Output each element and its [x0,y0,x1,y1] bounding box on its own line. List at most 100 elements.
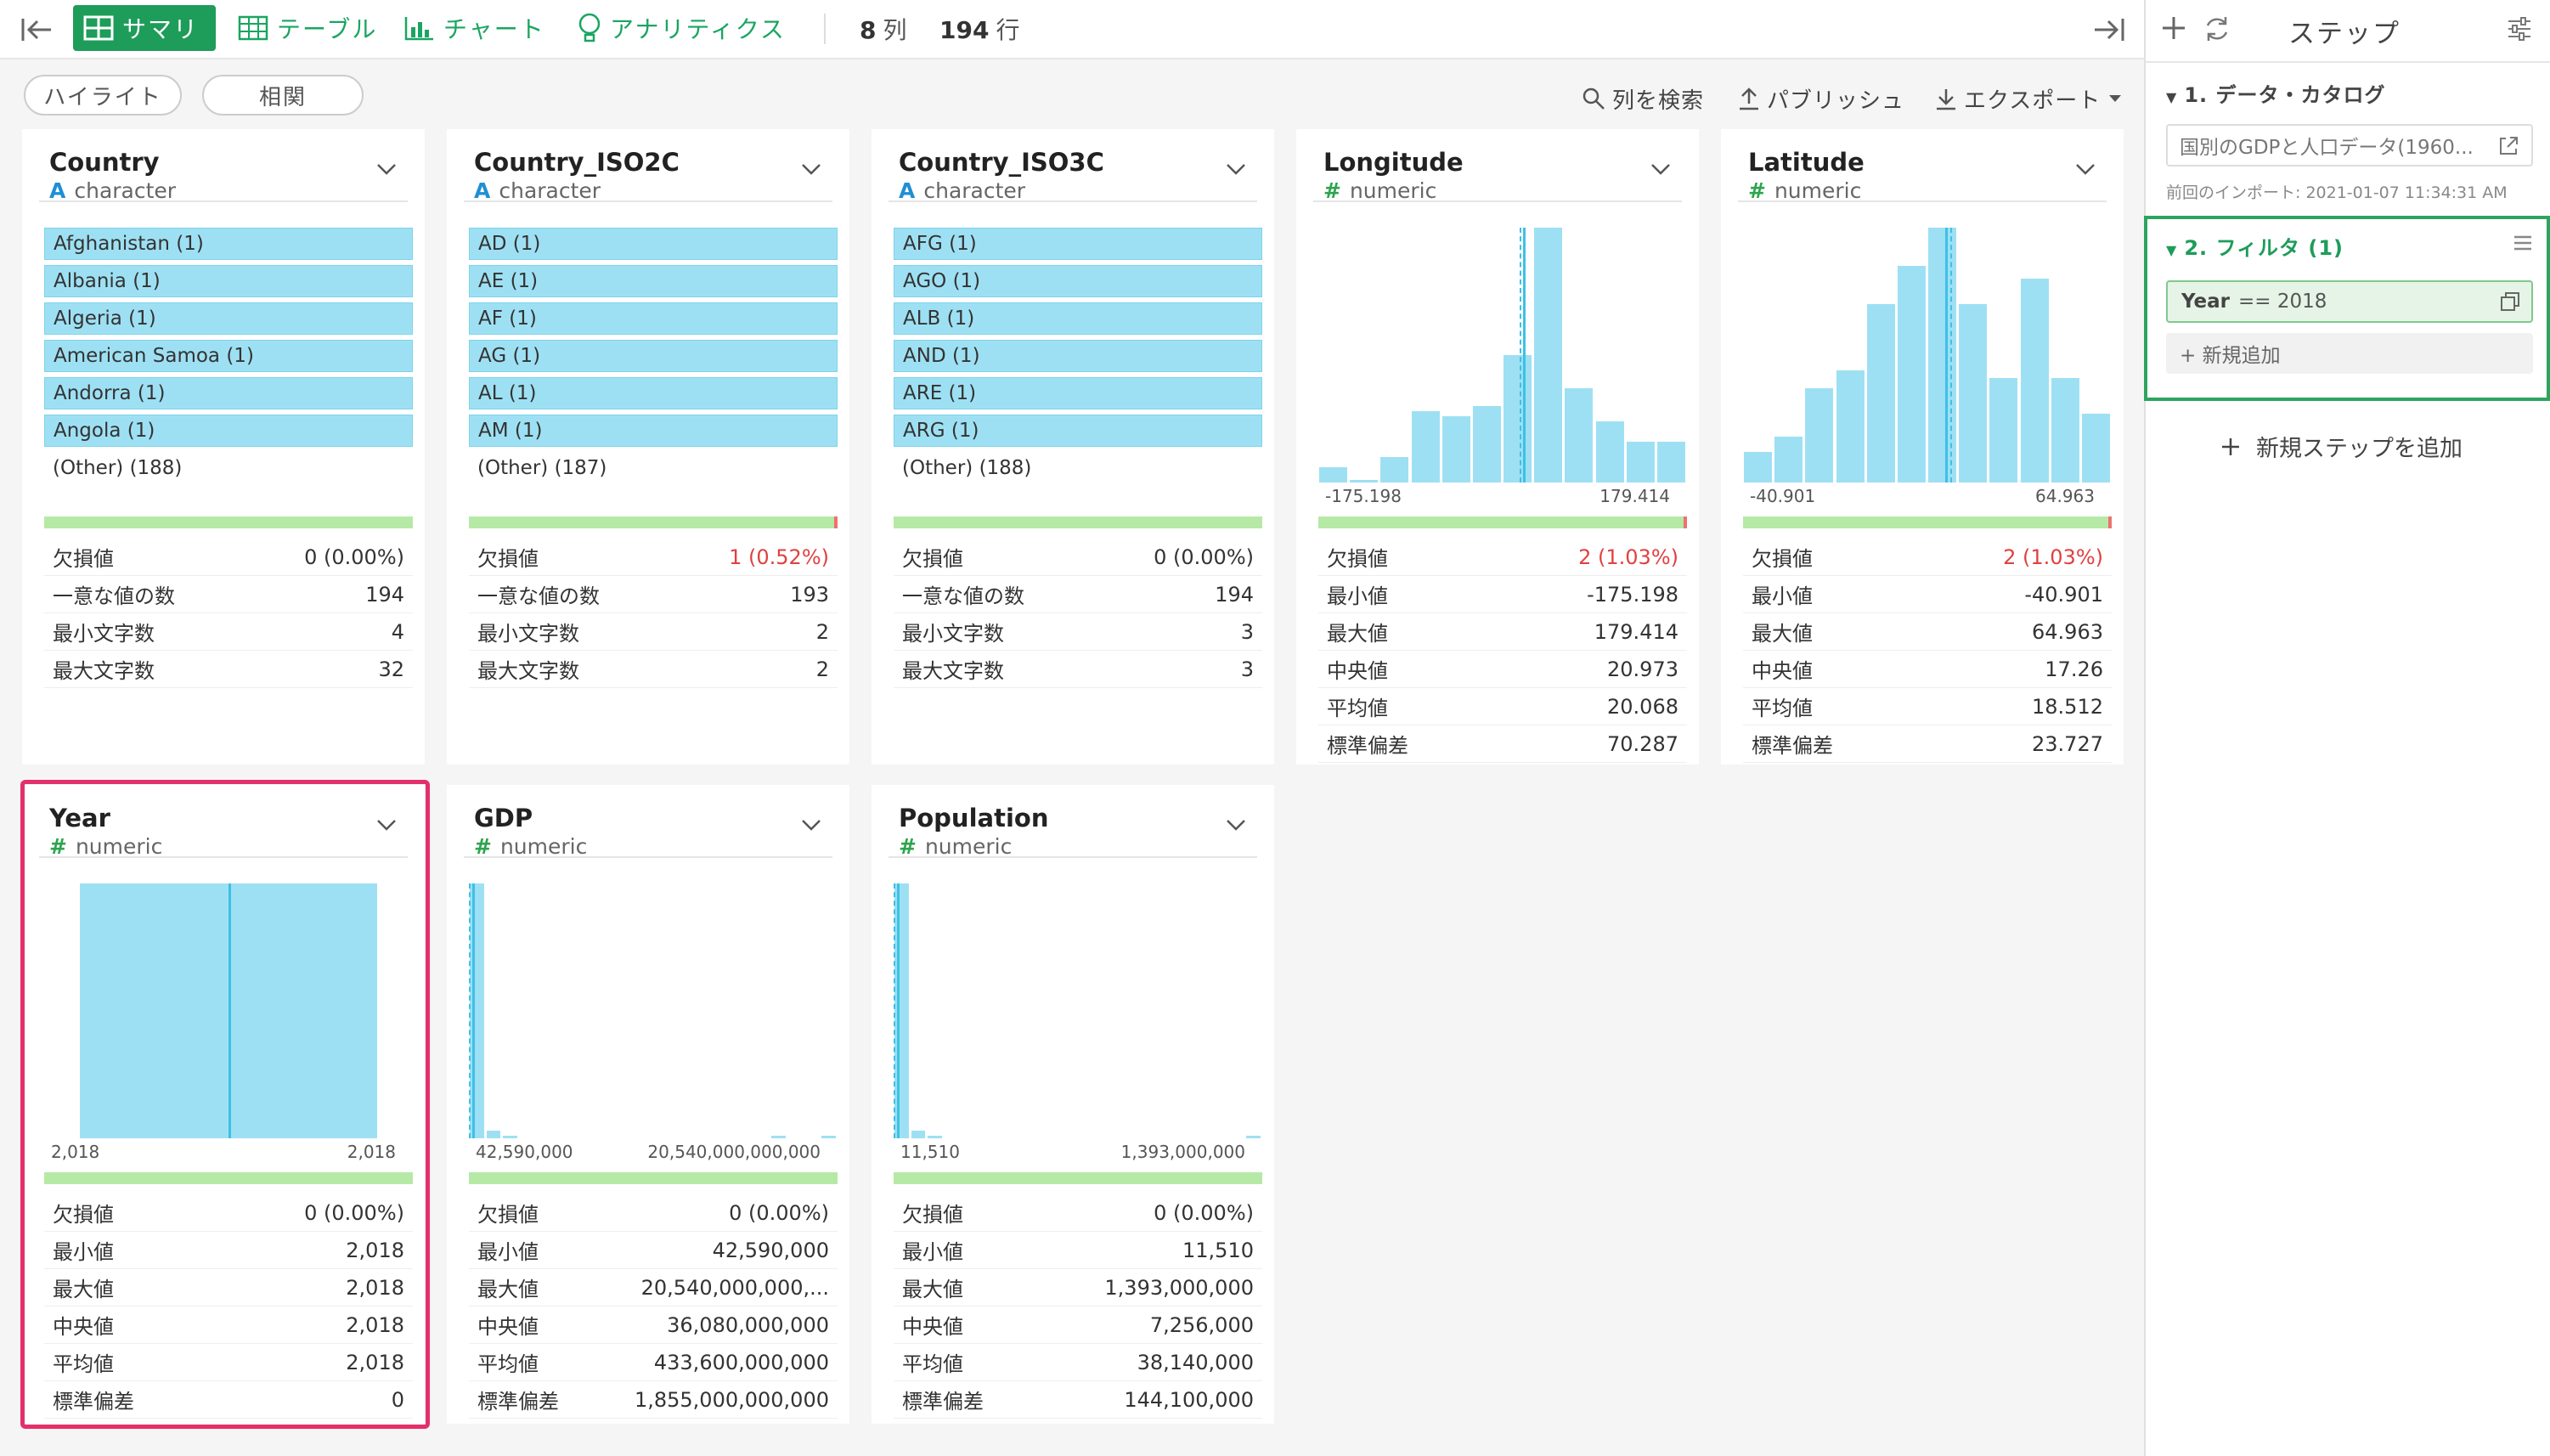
settings-sliders-icon[interactable] [2506,15,2533,42]
category-bar[interactable]: AF (1) [469,302,838,335]
category-bar[interactable]: AL (1) [469,377,838,409]
step-2-header[interactable]: ▼ 2. フィルタ (1) [2166,231,2344,261]
category-bar[interactable]: AGO (1) [894,265,1262,297]
category-bar[interactable]: ALB (1) [894,302,1262,335]
search-columns-button[interactable]: 列を検索 [1582,82,1704,116]
filter-condition[interactable]: Year == 2018 [2166,280,2533,323]
category-bar[interactable]: Angola (1) [44,415,413,447]
histogram-bar[interactable] [503,1136,518,1138]
histogram-bar[interactable] [1989,378,2018,483]
column-header[interactable]: Longitude # numeric [1313,141,1682,203]
stat-label: 欠損値 [53,547,114,571]
histogram-bar[interactable] [821,1136,836,1138]
category-bar[interactable]: AND (1) [894,340,1262,372]
axis-max-label: 20,540,000,000,000 [647,1142,821,1162]
chevron-down-icon[interactable] [1650,158,1672,180]
category-bar[interactable]: Andorra (1) [44,377,413,409]
histogram-bar[interactable] [2051,378,2079,483]
category-bar[interactable]: Algeria (1) [44,302,413,335]
refresh-icon[interactable] [2202,14,2232,44]
tab-summary[interactable]: サマリ [73,5,216,51]
stat-value: 36,080,000,000 [667,1312,829,1337]
add-step-button[interactable]: 新規ステップを追加 [2220,430,2463,463]
category-bar[interactable]: Afghanistan (1) [44,228,413,260]
histogram-bar[interactable] [1380,457,1409,483]
histogram-bar[interactable] [486,1131,501,1138]
histogram-bar[interactable] [1805,388,1834,483]
category-bar[interactable]: AM (1) [469,415,838,447]
column-header[interactable]: Year # numeric [39,797,408,859]
chevron-down-icon[interactable] [1225,814,1247,836]
histogram-bar[interactable] [1959,304,1988,483]
histogram-bar[interactable] [1350,480,1379,483]
category-bar[interactable]: AFG (1) [894,228,1262,260]
histogram-bar[interactable] [1626,442,1655,483]
histogram-bar[interactable] [928,1136,943,1138]
external-link-icon[interactable] [2497,135,2519,157]
histogram-bar[interactable] [1441,416,1470,483]
chevron-down-icon[interactable] [375,814,398,836]
chevron-down-icon[interactable] [800,814,822,836]
stat-row-sd: 標準偏差 0 [44,1381,413,1419]
stat-label: 最大文字数 [477,659,579,683]
chevron-down-icon[interactable] [800,158,822,180]
add-icon[interactable] [2159,14,2188,42]
step-2-menu-icon[interactable] [2513,234,2533,251]
tab-chart[interactable]: チャート [394,5,556,51]
chevron-down-icon[interactable] [1225,158,1247,180]
category-bar[interactable]: ARE (1) [894,377,1262,409]
correlation-button[interactable]: 相関 [202,75,364,116]
histogram-bar[interactable] [2081,414,2110,483]
category-bar[interactable]: Albania (1) [44,265,413,297]
column-header[interactable]: GDP # numeric [464,797,832,859]
category-bar[interactable]: AD (1) [469,228,838,260]
publish-button[interactable]: パブリッシュ [1738,82,1904,116]
histogram-bar[interactable] [1744,452,1773,483]
histogram-bar[interactable] [1503,355,1532,483]
histogram-bar[interactable] [1897,266,1926,483]
histogram-bar[interactable] [2020,279,2049,483]
histogram-bar[interactable] [1319,467,1348,483]
export-button[interactable]: エクスポート [1935,82,2123,116]
histogram-bar[interactable] [1866,304,1895,483]
histogram-bar[interactable] [1774,437,1803,483]
column-type: # numeric [49,834,162,859]
stat-value: 64.963 [2032,619,2103,644]
collapse-right-icon[interactable] [2088,8,2130,51]
collapse-left-icon[interactable] [15,8,58,51]
highlight-button[interactable]: ハイライト [24,75,182,116]
histogram-bar[interactable] [1246,1136,1261,1138]
filter-column: Year [2181,291,2231,313]
histogram-bar[interactable] [1836,370,1865,483]
step-1-source[interactable]: 国別のGDPと人口データ(1960... [2166,124,2533,166]
tab-analytics[interactable]: アナリティクス [567,5,796,51]
histogram-bar[interactable] [1411,411,1440,483]
copy-icon[interactable] [2499,291,2521,313]
add-filter-button[interactable]: + 新規追加 [2166,333,2533,374]
histogram-bar[interactable] [911,1131,926,1138]
chevron-down-icon[interactable] [2074,158,2096,180]
category-bar[interactable]: AG (1) [469,340,838,372]
stat-value: 20,540,000,000,... [640,1275,829,1300]
stat-label: 平均値 [1752,697,1813,720]
stat-row-median: 中央値 17.26 [1743,651,2112,688]
tab-table[interactable]: テーブル [228,5,387,51]
histogram-bar[interactable] [771,1136,786,1138]
stat-value: -40.901 [2024,582,2103,607]
category-bar[interactable]: AE (1) [469,265,838,297]
column-header[interactable]: Latitude # numeric [1738,141,2107,203]
category-bar[interactable]: ARG (1) [894,415,1262,447]
stat-row-missing: 欠損値 0 (0.00%) [894,539,1262,576]
histogram-bar[interactable] [1534,228,1563,483]
histogram-bar[interactable] [1656,442,1685,483]
category-bar[interactable]: American Samoa (1) [44,340,413,372]
histogram-bar[interactable] [1595,421,1624,483]
histogram-bar[interactable] [1565,388,1594,483]
column-header[interactable]: Population # numeric [889,797,1257,859]
histogram-bar[interactable] [1472,406,1501,483]
step-1-header[interactable]: ▼ 1. データ・カタログ [2166,78,2385,108]
chevron-down-icon[interactable] [375,158,398,180]
